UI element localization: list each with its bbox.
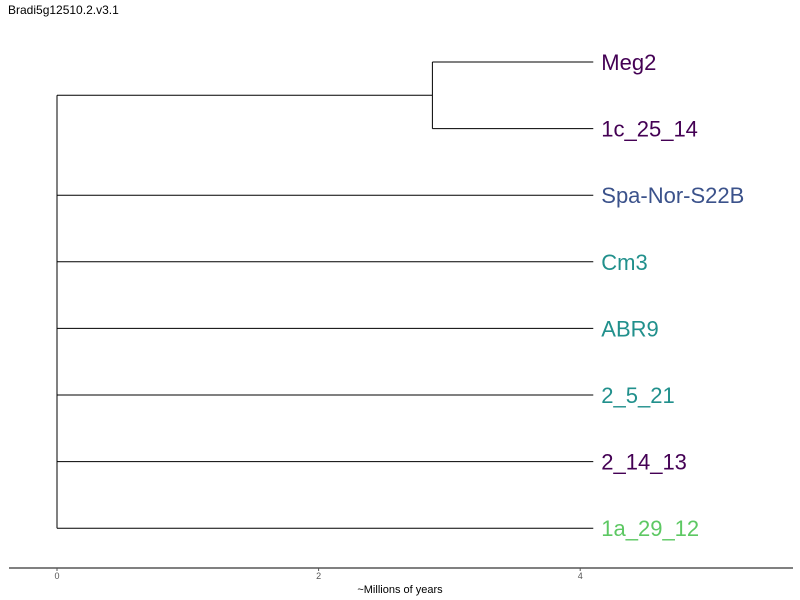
tip-label-Spa-Nor-S22B: Spa-Nor-S22B [601, 183, 744, 208]
tree-branches [56, 61, 594, 529]
tip-label-1a_29_12: 1a_29_12 [601, 516, 699, 541]
tip-label-2_14_13: 2_14_13 [601, 450, 687, 475]
tip-label-1c_25_14: 1c_25_14 [601, 117, 698, 142]
x-axis: 0 2 4 [9, 567, 793, 581]
tip-label-Cm3: Cm3 [601, 250, 647, 275]
x-axis-label: ~Millions of years [357, 584, 443, 596]
x-tick-label-0: 0 [54, 571, 59, 581]
tree-title: Bradi5g12510.2.v3.1 [8, 3, 119, 17]
x-tick-label-4: 4 [578, 571, 583, 581]
tree-tip-labels: Meg2 1c_25_14 Spa-Nor-S22B Cm3 ABR9 2_5_21 2_1… [601, 50, 744, 541]
tip-label-2_5_21: 2_5_21 [601, 383, 674, 408]
x-tick-label-2: 2 [316, 571, 321, 581]
tip-label-ABR9: ABR9 [601, 316, 658, 341]
tip-label-Meg2: Meg2 [601, 50, 656, 75]
